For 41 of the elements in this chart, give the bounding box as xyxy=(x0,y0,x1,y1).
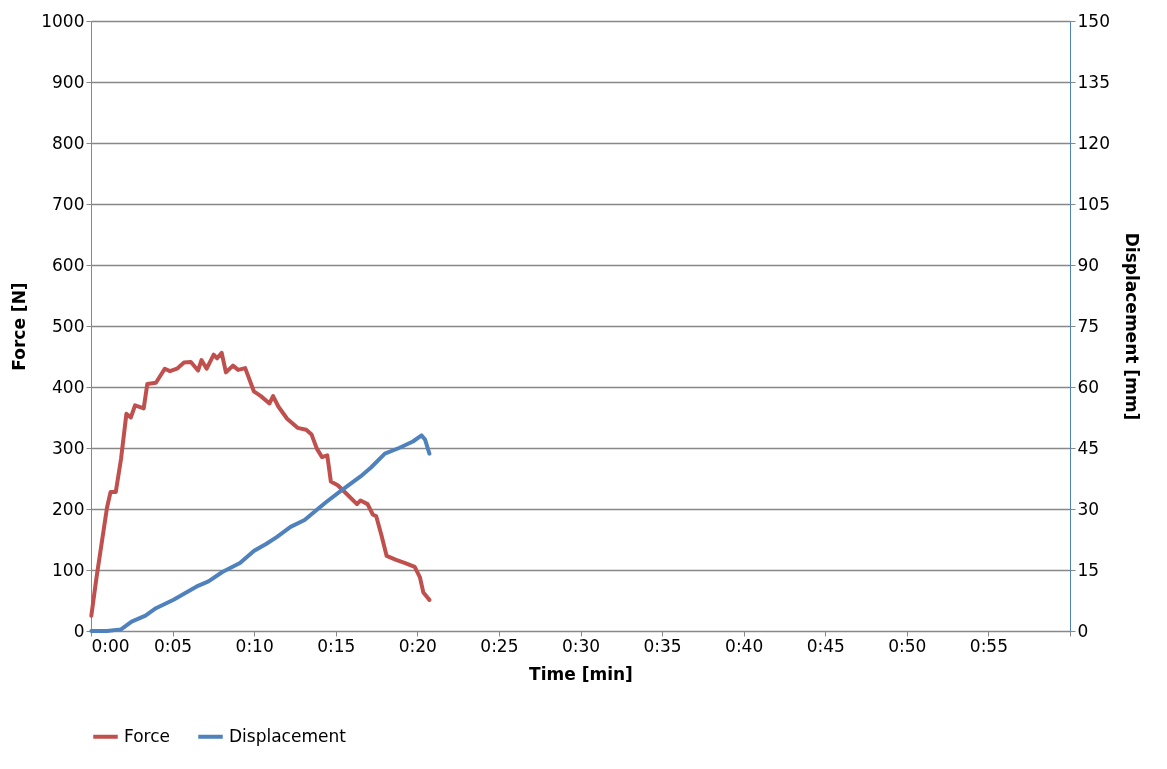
y-tick-label: 400 xyxy=(52,376,85,397)
x-tick-label: 0:30 xyxy=(561,635,601,656)
x-tick-label: 0:35 xyxy=(643,635,682,656)
x-tick-label: 0:20 xyxy=(398,635,437,656)
y-tick-label: 1000 xyxy=(41,10,85,31)
x-tick-label: 0:50 xyxy=(888,635,927,656)
line-series xyxy=(89,350,432,618)
legend-label: Displacement xyxy=(229,725,347,746)
y2-tick-label: 45 xyxy=(1077,437,1100,458)
x-tick-label: 0:55 xyxy=(969,635,1009,656)
x-tick-label: 0:05 xyxy=(153,635,193,656)
y-tick-label: 500 xyxy=(52,315,85,336)
y2-tick-label: 90 xyxy=(1077,254,1100,275)
x-tick-label: 0:40 xyxy=(725,635,764,656)
x-tick-label: 0:25 xyxy=(480,635,519,656)
y-tick-label: 900 xyxy=(52,71,85,92)
y2-tick-label: 60 xyxy=(1077,376,1100,397)
y2-tick-label: 75 xyxy=(1077,315,1100,336)
y2-tick-label: 135 xyxy=(1077,71,1110,92)
x-axis-title: Time [min] xyxy=(529,663,633,684)
y2-tick-label: 0 xyxy=(1077,620,1089,641)
y2-tick-label: 105 xyxy=(1077,193,1110,214)
y2-axis-title: Displacement [mm] xyxy=(1121,232,1142,421)
x-tick-label: 0:15 xyxy=(317,635,356,656)
y-tick-label: 600 xyxy=(52,254,85,275)
x-tick-label: 0:00 xyxy=(91,635,130,656)
y-axis-title: Force [N] xyxy=(9,282,30,371)
y-tick-label: 800 xyxy=(52,132,85,153)
legend-label: Force xyxy=(124,725,170,746)
y-tick-label: 700 xyxy=(52,193,85,214)
y-tick-label: 100 xyxy=(52,559,85,580)
y2-tick-label: 120 xyxy=(1077,132,1110,153)
line-series xyxy=(89,433,432,633)
y2-tick-label: 30 xyxy=(1077,498,1100,519)
y-tick-label: 200 xyxy=(52,498,85,519)
y2-tick-label: 15 xyxy=(1077,559,1100,580)
x-tick-label: 0:45 xyxy=(806,635,845,656)
y-tick-label: 300 xyxy=(52,437,85,458)
x-tick-label: 0:10 xyxy=(235,635,274,656)
y2-tick-label: 150 xyxy=(1077,10,1110,31)
y-tick-label: 0 xyxy=(73,620,85,641)
